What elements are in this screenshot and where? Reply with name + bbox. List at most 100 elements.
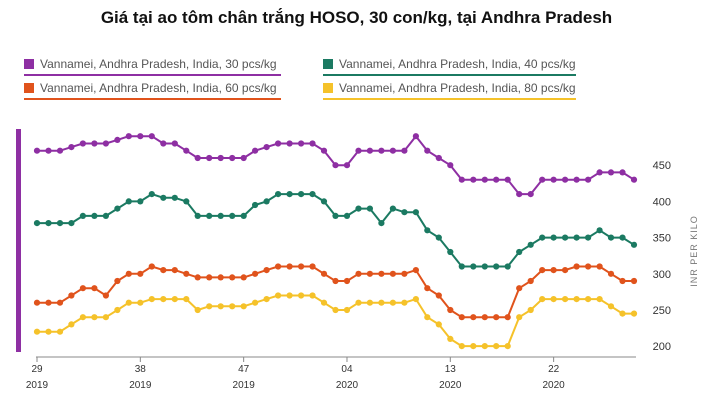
data-point[interactable] (206, 154, 213, 162)
data-point[interactable] (516, 285, 523, 292)
data-point[interactable] (56, 220, 64, 227)
data-point[interactable] (504, 263, 511, 270)
data-point[interactable] (470, 314, 477, 321)
data-point[interactable] (596, 227, 603, 234)
data-point[interactable] (263, 267, 270, 274)
data-point[interactable] (332, 306, 339, 314)
data-point[interactable] (424, 147, 431, 154)
data-point[interactable] (607, 169, 615, 176)
data-point[interactable] (447, 162, 454, 169)
data-point[interactable] (45, 147, 52, 154)
data-point[interactable] (493, 314, 500, 321)
data-point[interactable] (435, 321, 442, 328)
data-point[interactable] (252, 270, 259, 277)
data-point[interactable] (573, 176, 580, 183)
data-point[interactable] (275, 191, 282, 198)
data-point[interactable] (493, 343, 500, 350)
data-point[interactable] (320, 299, 328, 306)
data-point[interactable] (481, 314, 488, 321)
data-point[interactable] (527, 191, 534, 198)
data-point[interactable] (516, 314, 523, 321)
data-point[interactable] (229, 212, 236, 219)
data-point[interactable] (424, 227, 431, 234)
data-point[interactable] (516, 191, 523, 198)
data-point[interactable] (263, 198, 270, 205)
data-point[interactable] (366, 147, 373, 154)
data-point[interactable] (630, 176, 638, 183)
data-point[interactable] (275, 140, 282, 147)
data-point[interactable] (79, 314, 86, 321)
data-point[interactable] (229, 274, 236, 281)
data-point[interactable] (309, 292, 316, 299)
data-point[interactable] (102, 292, 109, 299)
data-point[interactable] (355, 270, 362, 277)
data-point[interactable] (252, 201, 259, 209)
data-point[interactable] (447, 248, 454, 256)
data-point[interactable] (56, 328, 64, 335)
data-point[interactable] (160, 194, 167, 201)
data-point[interactable] (366, 205, 373, 212)
data-point[interactable] (206, 274, 213, 281)
data-point[interactable] (562, 234, 569, 241)
data-point[interactable] (309, 140, 316, 147)
data-point[interactable] (366, 299, 373, 306)
data-point[interactable] (493, 263, 500, 270)
data-point[interactable] (585, 296, 592, 303)
data-point[interactable] (343, 212, 351, 219)
data-point[interactable] (562, 176, 569, 183)
data-point[interactable] (125, 299, 132, 306)
data-point[interactable] (45, 220, 52, 227)
data-point[interactable] (33, 328, 41, 335)
data-point[interactable] (137, 133, 144, 140)
data-point[interactable] (355, 205, 362, 212)
data-point[interactable] (389, 299, 396, 306)
data-point[interactable] (619, 310, 626, 317)
data-point[interactable] (481, 343, 488, 350)
data-point[interactable] (470, 343, 477, 350)
data-point[interactable] (630, 310, 638, 317)
data-point[interactable] (619, 234, 626, 241)
data-point[interactable] (102, 212, 109, 219)
data-point[interactable] (171, 194, 178, 201)
data-point[interactable] (171, 140, 178, 147)
data-point[interactable] (33, 220, 41, 227)
data-point[interactable] (481, 176, 488, 183)
data-point[interactable] (194, 306, 201, 314)
data-point[interactable] (137, 270, 144, 277)
data-point[interactable] (539, 234, 546, 241)
data-point[interactable] (539, 176, 546, 183)
data-point[interactable] (550, 296, 557, 303)
data-point[interactable] (332, 162, 339, 169)
data-point[interactable] (298, 191, 305, 198)
data-point[interactable] (45, 299, 52, 306)
data-point[interactable] (114, 306, 121, 314)
data-point[interactable] (539, 296, 546, 303)
data-point[interactable] (550, 267, 557, 274)
data-point[interactable] (91, 314, 98, 321)
data-point[interactable] (596, 296, 603, 303)
data-point[interactable] (148, 133, 155, 140)
legend-item-80pcs[interactable]: Vannamei, Andhra Pradesh, India, 80 pcs/… (323, 80, 576, 100)
data-point[interactable] (630, 277, 638, 285)
data-point[interactable] (275, 292, 282, 299)
data-point[interactable] (470, 263, 477, 270)
data-point[interactable] (366, 270, 373, 277)
data-point[interactable] (171, 296, 178, 303)
data-point[interactable] (412, 267, 419, 274)
data-point[interactable] (125, 198, 132, 205)
data-point[interactable] (68, 292, 75, 299)
data-point[interactable] (573, 234, 580, 241)
data-point[interactable] (79, 212, 86, 219)
data-point[interactable] (401, 209, 408, 216)
data-point[interactable] (194, 274, 201, 281)
data-point[interactable] (458, 343, 465, 350)
data-point[interactable] (229, 154, 236, 162)
data-point[interactable] (562, 267, 569, 274)
data-point[interactable] (33, 147, 41, 154)
data-point[interactable] (389, 205, 396, 212)
data-point[interactable] (378, 299, 385, 306)
data-point[interactable] (171, 267, 178, 274)
data-point[interactable] (33, 299, 41, 306)
data-point[interactable] (102, 314, 109, 321)
data-point[interactable] (252, 299, 259, 306)
